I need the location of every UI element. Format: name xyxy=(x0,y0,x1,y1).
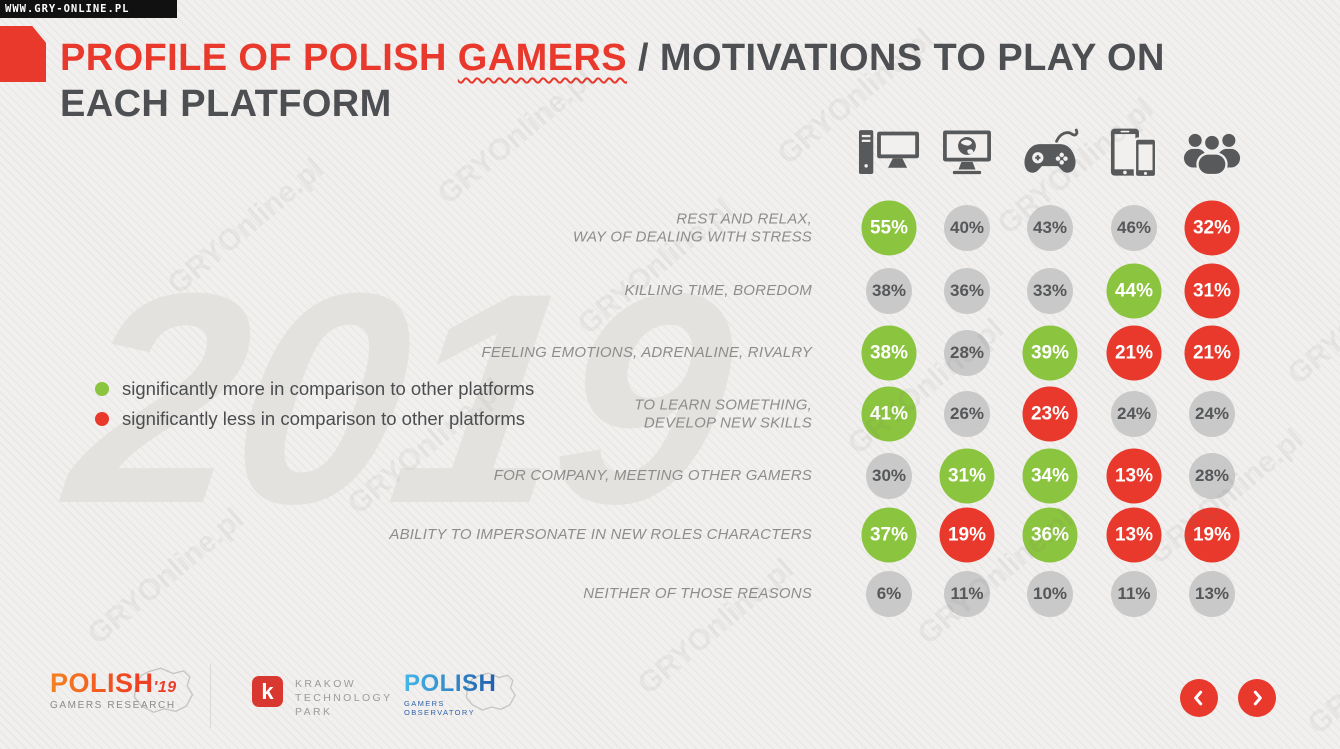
value-circle-desktop-pc-row7: 6% xyxy=(866,571,912,617)
value-circle-browser-games-row3: 28% xyxy=(944,330,990,376)
value-circle-mobile-row6: 13% xyxy=(1106,507,1162,563)
row-label: FEELING EMOTIONS, ADRENALINE, RIVALRY xyxy=(481,344,812,362)
page-title-line1: PROFILE OF POLISH GAMERS / MOTIVATIONS T… xyxy=(60,36,1310,82)
value-circle-console-row3: 39% xyxy=(1022,325,1078,381)
value-circle-social-games-row6: 19% xyxy=(1184,507,1240,563)
value-circle-console-row4: 23% xyxy=(1022,386,1078,442)
poland-map-icon xyxy=(133,667,194,714)
red-dot-icon xyxy=(95,412,109,426)
mobile-icon xyxy=(1110,128,1158,184)
page-title-line2: EACH PLATFORM xyxy=(60,82,392,125)
prev-slide-button[interactable] xyxy=(1180,679,1218,717)
legend-label-less: significantly less in comparison to othe… xyxy=(122,408,526,429)
polish-gamers-research-logo: POLISH'19 GAMERS RESEARCH xyxy=(50,667,194,714)
desktop-pc-icon xyxy=(858,130,920,183)
observatory-logo-name: POLISH xyxy=(404,670,514,698)
legend: significantly more in comparison to othe… xyxy=(95,378,534,438)
value-circle-console-row1: 43% xyxy=(1027,205,1073,251)
row-label: ABILITY TO IMPERSONATE IN NEW ROLES CHAR… xyxy=(389,526,812,544)
value-circle-console-row2: 33% xyxy=(1027,268,1073,314)
next-slide-button[interactable] xyxy=(1238,679,1276,717)
value-circle-desktop-pc-row4: 41% xyxy=(861,386,917,442)
legend-item-more: significantly more in comparison to othe… xyxy=(95,378,534,400)
value-circle-mobile-row4: 24% xyxy=(1111,391,1157,437)
value-circle-mobile-row7: 11% xyxy=(1111,571,1157,617)
chevron-left-icon xyxy=(1194,690,1203,706)
research-logo-subtitle: GAMERS RESEARCH xyxy=(50,700,176,711)
chevron-right-icon xyxy=(1253,690,1262,706)
green-dot-icon xyxy=(95,382,109,396)
value-circle-mobile-row1: 46% xyxy=(1111,205,1157,251)
value-circle-desktop-pc-row6: 37% xyxy=(861,507,917,563)
value-circle-browser-games-row6: 19% xyxy=(939,507,995,563)
footer: POLISH'19 GAMERS RESEARCH k KRAKOW TECHN… xyxy=(0,662,1340,737)
footer-divider xyxy=(210,664,211,728)
value-circle-social-games-row1: 32% xyxy=(1184,200,1240,256)
value-circle-social-games-row5: 28% xyxy=(1189,453,1235,499)
ktp-line3: PARK xyxy=(295,706,333,719)
research-logo-year: '19 xyxy=(153,679,177,696)
value-circle-console-row5: 34% xyxy=(1022,448,1078,504)
value-circle-desktop-pc-row5: 30% xyxy=(866,453,912,499)
value-circle-mobile-row2: 44% xyxy=(1106,263,1162,319)
value-circle-social-games-row4: 24% xyxy=(1189,391,1235,437)
value-circle-desktop-pc-row1: 55% xyxy=(861,200,917,256)
legend-label-more: significantly more in comparison to othe… xyxy=(122,378,535,399)
ktp-line1: KRAKOW xyxy=(295,678,357,690)
row-label: TO LEARN SOMETHING, DEVELOP NEW SKILLS xyxy=(634,396,812,431)
site-watermark-bar: WWW.GRY-ONLINE.PL xyxy=(0,0,177,18)
console-icon xyxy=(1020,128,1080,184)
value-circle-browser-games-row4: 26% xyxy=(944,391,990,437)
title-dark-rest: / MOTIVATIONS TO PLAY ON xyxy=(637,37,1165,79)
social-games-icon xyxy=(1183,131,1241,181)
observatory-logo-subtitle: GAMERS OBSERVATORY xyxy=(404,699,475,717)
row-label: REST AND RELAX, WAY OF DEALING WITH STRES… xyxy=(572,210,812,245)
value-circle-social-games-row3: 21% xyxy=(1184,325,1240,381)
title-underlined-word: GAMERS xyxy=(457,37,627,79)
value-circle-mobile-row3: 21% xyxy=(1106,325,1162,381)
value-circle-browser-games-row5: 31% xyxy=(939,448,995,504)
value-circle-mobile-row5: 13% xyxy=(1106,448,1162,504)
ktp-line2: TECHNOLOGY xyxy=(295,692,393,705)
poland-map-icon xyxy=(465,672,516,711)
value-circle-console-row7: 10% xyxy=(1027,571,1073,617)
folded-corner-decoration xyxy=(0,26,46,82)
value-circle-social-games-row7: 13% xyxy=(1189,571,1235,617)
ktp-badge-icon: k xyxy=(252,676,283,707)
value-circle-social-games-row2: 31% xyxy=(1184,263,1240,319)
value-circle-desktop-pc-row2: 38% xyxy=(866,268,912,314)
krakow-technology-park-logo: k KRAKOW TECHNOLOGY PARK xyxy=(252,676,393,720)
value-circle-desktop-pc-row3: 38% xyxy=(861,325,917,381)
value-circle-browser-games-row2: 36% xyxy=(944,268,990,314)
value-circle-browser-games-row1: 40% xyxy=(944,205,990,251)
row-label: FOR COMPANY, MEETING OTHER GAMERS xyxy=(493,467,812,485)
value-circle-console-row6: 36% xyxy=(1022,507,1078,563)
research-logo-name: POLISH'19 xyxy=(50,668,190,699)
browser-games-icon xyxy=(941,130,994,182)
page-title: PROFILE OF POLISH GAMERS / MOTIVATIONS T… xyxy=(60,36,1310,128)
title-red-prefix: PROFILE OF POLISH xyxy=(60,37,447,79)
legend-item-less: significantly less in comparison to othe… xyxy=(95,408,534,430)
polish-gamers-observatory-logo: POLISH GAMERS OBSERVATORY xyxy=(404,670,516,717)
value-circle-browser-games-row7: 11% xyxy=(944,571,990,617)
row-label: KILLING TIME, BOREDOM xyxy=(624,282,812,300)
ktp-logo-text: KRAKOW TECHNOLOGY PARK xyxy=(295,676,393,720)
row-label: NEITHER OF THOSE REASONS xyxy=(583,585,812,603)
